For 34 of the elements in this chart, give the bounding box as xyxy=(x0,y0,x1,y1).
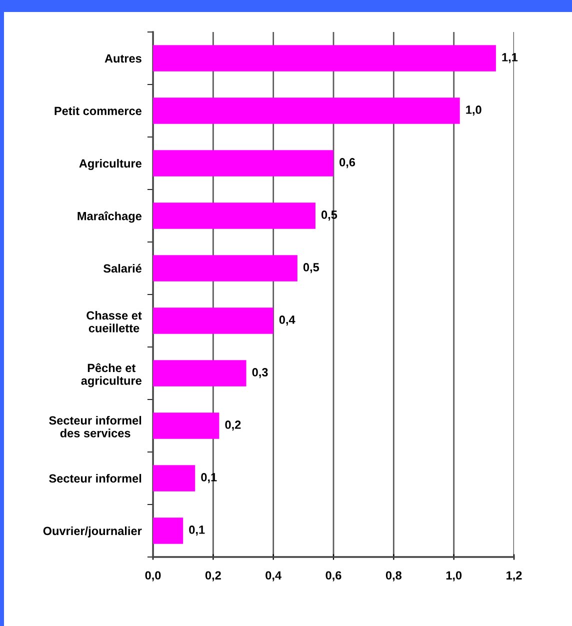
x-tick-label: 0,2 xyxy=(205,571,221,582)
x-tick-label: 0,4 xyxy=(266,571,282,582)
y-tick-label: Secteur informel xyxy=(49,474,142,483)
y-tick-label: Secteur informel des services xyxy=(49,416,142,438)
y-tick-label: Ouvrier/journalier xyxy=(43,526,142,538)
y-tick-label: Chasse et cueillette xyxy=(86,310,142,332)
bar xyxy=(153,360,246,386)
x-tick-label: 1,2 xyxy=(506,571,522,582)
data-label: 0,3 xyxy=(252,368,268,378)
y-tick-label: Agriculture xyxy=(79,158,142,170)
data-label: 0,5 xyxy=(303,263,320,274)
x-tick-label: 0,8 xyxy=(386,571,402,582)
bar xyxy=(153,412,220,439)
bar xyxy=(153,202,316,229)
y-tick-label: Maraîchage xyxy=(78,211,142,223)
x-tick-label: 1,0 xyxy=(446,571,462,582)
bar xyxy=(153,518,184,544)
data-label: 0,2 xyxy=(225,420,241,431)
bar xyxy=(153,150,334,176)
y-tick-label: Pêche et agriculture xyxy=(81,363,142,388)
y-tick-label: Petit commerce xyxy=(54,106,142,116)
x-tick-label: 0,0 xyxy=(145,571,161,582)
data-label: 0,6 xyxy=(340,158,356,168)
bar xyxy=(153,255,298,282)
bar xyxy=(153,98,460,124)
data-label: 0,4 xyxy=(279,316,296,326)
data-label: 1,0 xyxy=(466,106,482,116)
bar xyxy=(153,45,496,72)
bar xyxy=(153,465,196,492)
data-label: 0,1 xyxy=(189,526,205,536)
x-tick-label: 0,6 xyxy=(326,571,342,582)
y-tick-label: Autres xyxy=(104,54,142,63)
bar xyxy=(153,308,274,334)
y-tick-label: Salarié xyxy=(104,264,142,273)
